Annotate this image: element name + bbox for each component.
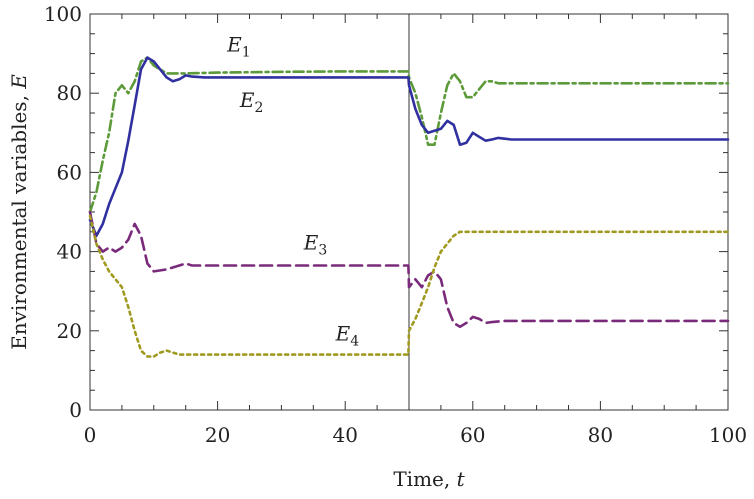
axis-titles: Time, t Environmental variables, E	[7, 74, 466, 491]
x-tick-label: 80	[588, 423, 613, 447]
series-label-e2: E2	[239, 88, 264, 116]
y-tick-label: 80	[57, 81, 82, 105]
x-tick-label: 100	[709, 423, 747, 447]
series-line-e4	[88, 214, 730, 358]
y-tick-label: 100	[44, 2, 82, 26]
x-tick-label: 40	[332, 423, 357, 447]
y-tick-label: 20	[57, 319, 82, 343]
y-tick-label: 40	[57, 240, 82, 264]
series-label-e4: E4	[335, 322, 360, 350]
y-tick-label: 60	[57, 160, 82, 184]
x-tick-label: 20	[205, 423, 230, 447]
x-axis-title: Time, t	[393, 467, 465, 491]
series-labels: E1 E2 E3 E4	[226, 33, 359, 350]
series-group	[88, 56, 730, 358]
x-tick-label: 60	[460, 423, 485, 447]
series-line-e3	[88, 210, 730, 329]
series-line-e1	[88, 56, 730, 214]
series-line-e2	[88, 56, 730, 238]
series-label-e1: E1	[226, 33, 251, 61]
x-tick-label: 0	[84, 423, 97, 447]
series-label-e3: E3	[303, 231, 328, 259]
axes: 0 20 40 60 80 100 0 20 40 60 80 100	[44, 2, 747, 447]
y-axis-title: Environmental variables, E	[7, 74, 31, 350]
y-tick-label: 0	[69, 398, 82, 422]
